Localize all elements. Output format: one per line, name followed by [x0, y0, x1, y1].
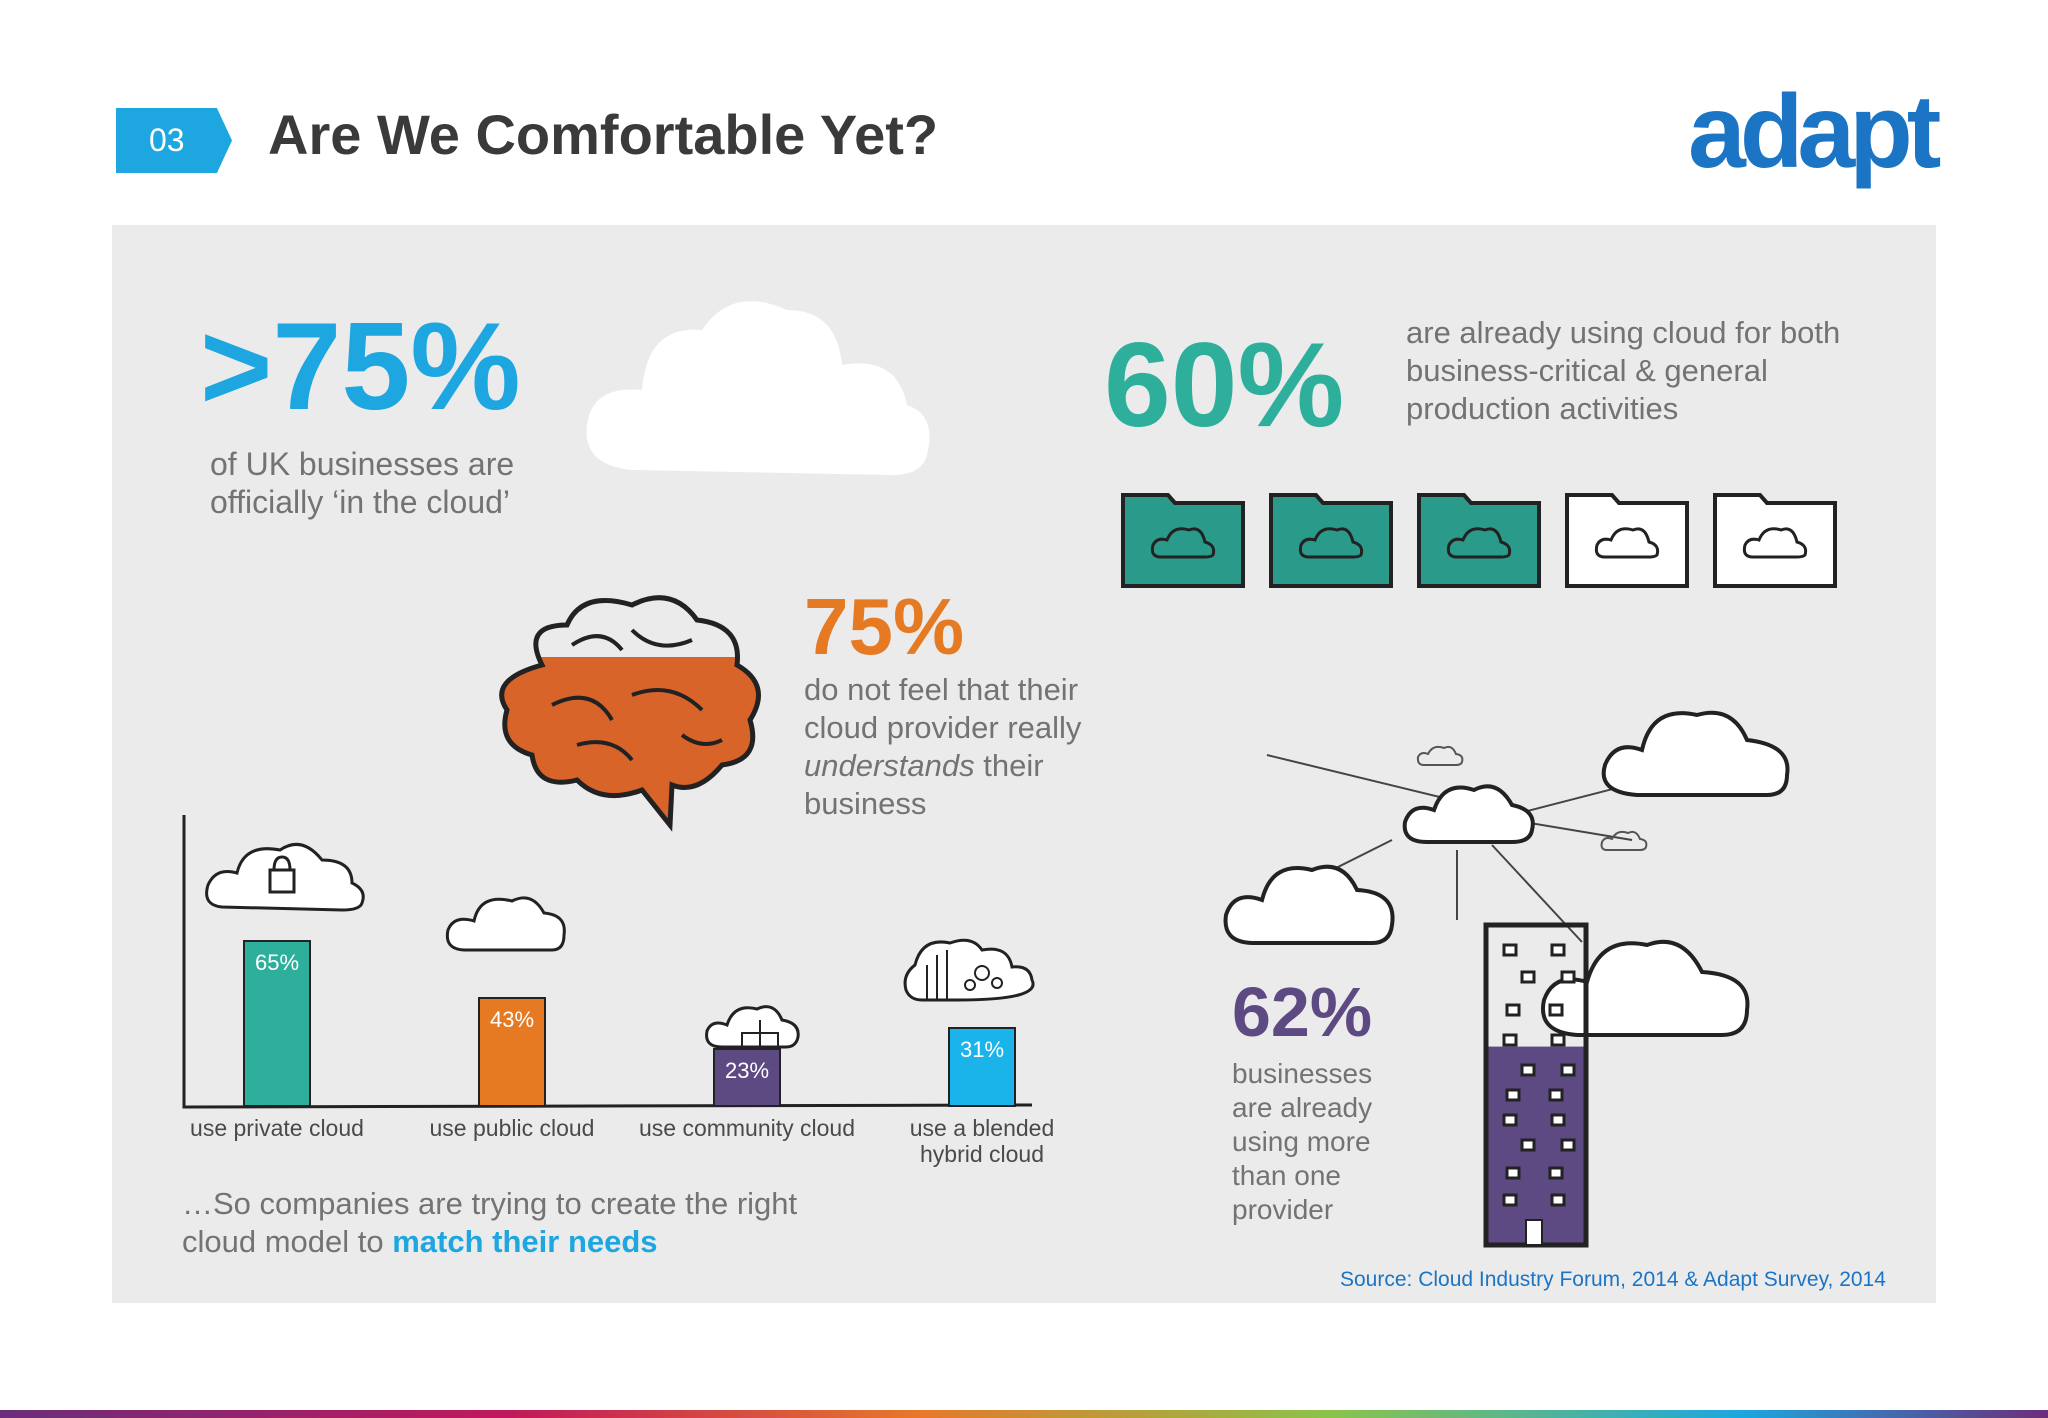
- multi-provider-line3: using more: [1232, 1126, 1371, 1157]
- small-cloud-icon: [1416, 745, 1464, 766]
- folder-empty-icon: [1713, 493, 1837, 588]
- multi-provider-line1: businesses: [1232, 1058, 1373, 1089]
- building-window: [1548, 1166, 1564, 1180]
- building-window: [1520, 1063, 1536, 1077]
- public-cloud-icon: [445, 896, 566, 952]
- building-window: [1550, 1113, 1566, 1127]
- critical-use-line3: production activities: [1406, 391, 1679, 426]
- bar-2: 43%: [478, 996, 546, 1107]
- cloud-type-bar-chart: 65% 43% 23% 31% use private cloud use public…: [182, 815, 1054, 1215]
- folder-icons: [1121, 493, 1837, 588]
- cloud-share-line2: officially ‘in the cloud’: [210, 484, 511, 520]
- bar-category-label: use a blended hybrid cloud: [909, 1115, 1055, 1167]
- white-cloud-icon: [586, 301, 930, 475]
- conclusion-line1: …So companies are trying to create the r…: [182, 1186, 798, 1221]
- building-window: [1560, 1063, 1576, 1077]
- tiny-cloud-icon: [1600, 830, 1648, 851]
- bar-4: 31%: [948, 1027, 1016, 1107]
- bar-category-label: use community cloud: [638, 1115, 856, 1141]
- community-cloud-icon: [705, 1005, 800, 1049]
- folder-filled-icon: [1269, 493, 1393, 588]
- bar-value-label: 65%: [254, 950, 300, 976]
- building-window: [1505, 1003, 1521, 1017]
- bar-value-label: 31%: [959, 1037, 1005, 1063]
- source-citation: Source: Cloud Industry Forum, 2014 & Ada…: [1340, 1268, 1886, 1291]
- bar-category-label: use public cloud: [429, 1115, 595, 1141]
- cloud-share-line1: of UK businesses are: [210, 446, 515, 482]
- brain-icon: [499, 595, 761, 832]
- section-number: 03: [149, 122, 185, 158]
- understanding-line2: cloud provider really: [804, 710, 1082, 745]
- multi-provider-value: 62%: [1232, 973, 1373, 1051]
- hub-cloud-icon: [1402, 784, 1535, 844]
- conclusion-line2: cloud model to match their needs: [182, 1223, 797, 1261]
- understanding-line4: business: [804, 786, 927, 821]
- cloud-share-value: >75%: [200, 298, 521, 436]
- bar-chart-axes: [182, 815, 1035, 1109]
- multi-cloud-network: [1223, 710, 1790, 1248]
- understands-italic: understands: [804, 748, 975, 783]
- bars-area: 65% 43% 23% 31%: [182, 815, 1052, 1107]
- conclusion-highlight: match their needs: [392, 1224, 658, 1259]
- bar-value-label: 43%: [489, 1006, 535, 1032]
- folder-empty-icon: [1565, 493, 1689, 588]
- building-window: [1505, 1088, 1521, 1102]
- building-window: [1505, 1166, 1521, 1180]
- conclusion-line2-text: cloud model to: [182, 1224, 393, 1259]
- multi-provider-line5: provider: [1232, 1194, 1334, 1225]
- cloud-share-text: of UK businesses are officially ‘in the …: [210, 445, 514, 521]
- critical-use-line1: are already using cloud for both: [1406, 315, 1841, 350]
- building-window: [1550, 1033, 1566, 1047]
- page-title: Are We Comfortable Yet?: [268, 103, 939, 166]
- adapt-logo: adapt: [1688, 74, 1941, 190]
- left-cloud-icon: [1223, 864, 1395, 945]
- understanding-line1: do not feel that their: [804, 672, 1079, 707]
- building-window: [1502, 1113, 1518, 1127]
- building-window: [1560, 970, 1576, 984]
- critical-use-text: are already using cloud for both busines…: [1406, 314, 1840, 428]
- building-window: [1548, 1003, 1564, 1017]
- lock-icon: [268, 868, 296, 894]
- building-window: [1502, 943, 1518, 957]
- provider-understanding-value: 75%: [804, 582, 965, 671]
- bar-category-label: use private cloud: [190, 1115, 364, 1141]
- critical-use-value: 60%: [1104, 318, 1345, 452]
- conclusion-text: …So companies are trying to create the r…: [182, 1185, 797, 1261]
- section-number-badge: 03: [116, 108, 232, 173]
- multi-provider-line4: than one: [1232, 1160, 1341, 1191]
- building-window: [1548, 1088, 1564, 1102]
- bar-value-label: 23%: [724, 1058, 770, 1083]
- critical-use-line2: business-critical & general: [1406, 353, 1768, 388]
- building-window: [1560, 1138, 1576, 1152]
- bar-3: 23%: [713, 1048, 781, 1107]
- building-window: [1550, 943, 1566, 957]
- building-window: [1520, 1138, 1536, 1152]
- right-cloud-icon: [1541, 939, 1750, 1037]
- multi-provider-line2: are already: [1232, 1092, 1373, 1123]
- understanding-line3: understands their: [804, 747, 1081, 785]
- private-cloud-icon: [205, 842, 365, 912]
- building-window: [1550, 1193, 1566, 1207]
- bar-labels-area: use private cloud use public cloud use com…: [182, 1115, 1054, 1175]
- folder-filled-icon: [1121, 493, 1245, 588]
- folder-filled-icon: [1417, 493, 1541, 588]
- building-window: [1520, 970, 1536, 984]
- bottom-color-strip: [0, 1410, 2048, 1418]
- building-window: [1502, 1033, 1518, 1047]
- large-cloud-icon: [1601, 710, 1790, 797]
- building-window: [1502, 1193, 1518, 1207]
- multi-provider-text: businesses are already using more than o…: [1232, 1057, 1372, 1227]
- infographic-panel: >75% of UK businesses are officially ‘in…: [112, 225, 1936, 1303]
- bar-1: 65%: [243, 940, 311, 1107]
- understanding-line3-rest: their: [974, 748, 1044, 783]
- provider-understanding-text: do not feel that their cloud provider re…: [804, 671, 1081, 823]
